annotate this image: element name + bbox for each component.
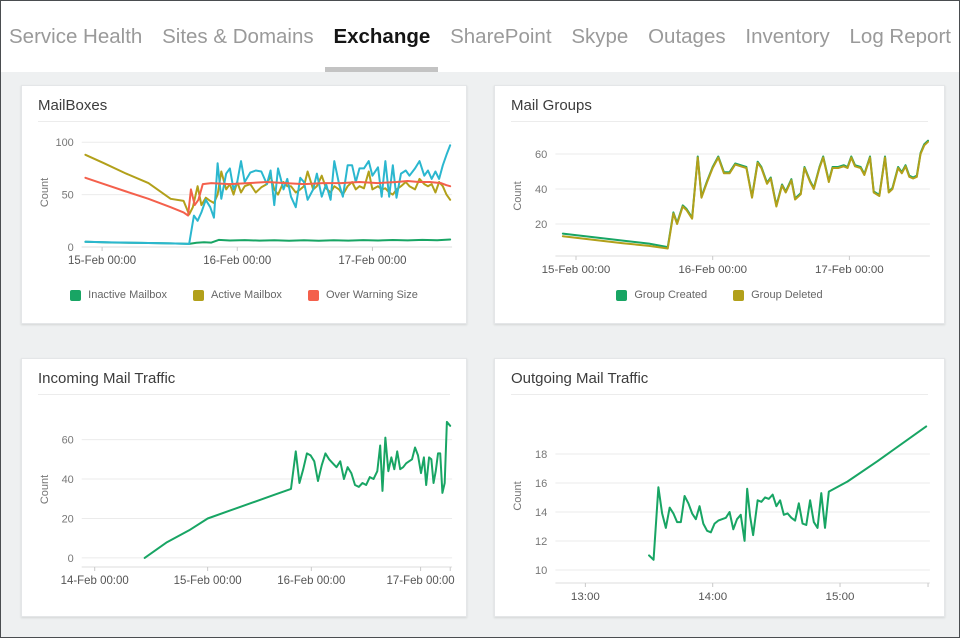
mailboxes-legend: Inactive Mailbox Active Mailbox Over Warni… [22, 289, 466, 301]
y-axis-label: Count [39, 475, 51, 504]
series-line [648, 425, 928, 561]
tab-log-report[interactable]: Log Report [849, 24, 951, 48]
charts-grid: MailBoxes 0 50 100 15-Feb 00:00 16-Feb 00:00… [1, 72, 959, 637]
tab-outages[interactable]: Outages [648, 24, 726, 48]
y-tick-label: 14 [535, 507, 547, 519]
panel-title: Incoming Mail Traffic [38, 370, 176, 387]
panel-title: MailBoxes [38, 97, 108, 114]
panel-title-divider [511, 394, 928, 395]
panel-outgoing-mail: Outgoing Mail Traffic 10 12 14 16 18 13:00 14:… [494, 358, 945, 617]
panel-title-divider [511, 121, 928, 122]
x-tick-label: 16-Feb 00:00 [203, 255, 271, 267]
tab-service-health[interactable]: Service Health [9, 24, 143, 48]
series-line-group-created [561, 139, 929, 249]
panel-mail-groups: Mail Groups 20 40 60 15-Feb 00:00 16-Feb 00:… [494, 85, 945, 324]
tab-inventory[interactable]: Inventory [745, 24, 830, 48]
mailboxes-chart: 0 50 100 15-Feb 00:00 16-Feb 00:00 17-Feb 00:… [39, 137, 453, 267]
legend-label: Active Mailbox [211, 289, 282, 301]
x-tick-label: 15-Feb 00:00 [68, 255, 136, 267]
y-axis-label: Count [39, 178, 51, 207]
legend-label: Over Warning Size [325, 289, 418, 301]
y-tick-label: 16 [535, 478, 547, 490]
y-tick-label: 40 [535, 184, 547, 196]
y-tick-label: 100 [55, 137, 73, 149]
legend-item-group-created[interactable]: Group Created [616, 289, 707, 301]
incoming-mail-chart: 0 20 40 60 14-Feb 00:00 15-Feb 00:00 16-Feb 00… [39, 420, 455, 587]
tab-sites-domains[interactable]: Sites & Domains [162, 24, 314, 48]
series-line-active-mailbox [84, 153, 452, 216]
y-axis-label: Count [512, 181, 524, 210]
mail-groups-legend: Group Created Group Deleted [495, 289, 944, 301]
x-tick-label: 16-Feb 00:00 [678, 264, 747, 276]
y-tick-label: 20 [62, 513, 74, 525]
outgoing-mail-chart: 10 12 14 16 18 13:00 14:00 15:00 Count [512, 425, 930, 603]
panel-mailboxes: MailBoxes 0 50 100 15-Feb 00:00 16-Feb 00:00… [21, 85, 467, 324]
tab-exchange[interactable]: Exchange [325, 1, 439, 72]
series-line-group-deleted [561, 140, 929, 250]
panel-title-divider [38, 394, 450, 395]
series-line [143, 420, 452, 559]
tab-skype[interactable]: Skype [571, 24, 629, 48]
y-tick-label: 0 [68, 553, 74, 565]
x-tick-label: 17-Feb 00:00 [338, 255, 406, 267]
x-tick-label: 15-Feb 00:00 [174, 575, 242, 587]
y-tick-label: 20 [535, 219, 547, 231]
y-tick-label: 12 [535, 536, 547, 548]
y-tick-label: 60 [535, 149, 547, 161]
y-tick-label: 40 [62, 474, 74, 486]
x-tick-label: 14-Feb 00:00 [61, 575, 129, 587]
panel-incoming-mail: Incoming Mail Traffic 0 20 40 60 14-Feb 00:0… [21, 358, 467, 617]
legend-item-group-deleted[interactable]: Group Deleted [733, 289, 823, 301]
series-line-over-warning-size [84, 176, 452, 217]
panel-title: Mail Groups [511, 97, 592, 114]
legend-swatch [733, 289, 745, 301]
x-tick-label: 15:00 [826, 591, 855, 603]
x-tick-label: 17-Feb 00:00 [815, 264, 884, 276]
x-tick-label: 15-Feb 00:00 [542, 264, 611, 276]
legend-label: Group Deleted [751, 289, 823, 301]
tab-sharepoint[interactable]: SharePoint [450, 24, 552, 48]
mail-groups-chart: 20 40 60 15-Feb 00:00 16-Feb 00:00 17-Feb 00:… [512, 139, 930, 276]
y-tick-label: 60 [62, 435, 74, 447]
legend-label: Inactive Mailbox [88, 289, 168, 301]
legend-item-active-mailbox[interactable]: Active Mailbox [193, 289, 282, 301]
y-tick-label: 0 [68, 242, 74, 254]
legend-swatch [193, 289, 205, 301]
legend-label: Group Created [634, 289, 708, 301]
y-tick-label: 18 [535, 449, 547, 461]
x-tick-label: 16-Feb 00:00 [277, 575, 345, 587]
panel-title-divider [38, 121, 450, 122]
tab-bar: Service Health Sites & Domains Exchange Sha… [1, 1, 959, 72]
series-line [84, 144, 452, 245]
panel-title: Outgoing Mail Traffic [511, 370, 649, 387]
y-tick-label: 10 [535, 565, 547, 577]
legend-item-inactive-mailbox[interactable]: Inactive Mailbox [70, 289, 167, 301]
legend-swatch [307, 289, 319, 301]
legend-swatch [70, 289, 82, 301]
legend-item-over-warning-size[interactable]: Over Warning Size [307, 289, 418, 301]
y-tick-label: 50 [62, 190, 74, 202]
x-tick-label: 13:00 [571, 591, 600, 603]
x-tick-label: 14:00 [698, 591, 727, 603]
x-tick-label: 17-Feb 00:00 [387, 575, 455, 587]
legend-swatch [616, 289, 628, 301]
y-axis-label: Count [512, 481, 524, 510]
